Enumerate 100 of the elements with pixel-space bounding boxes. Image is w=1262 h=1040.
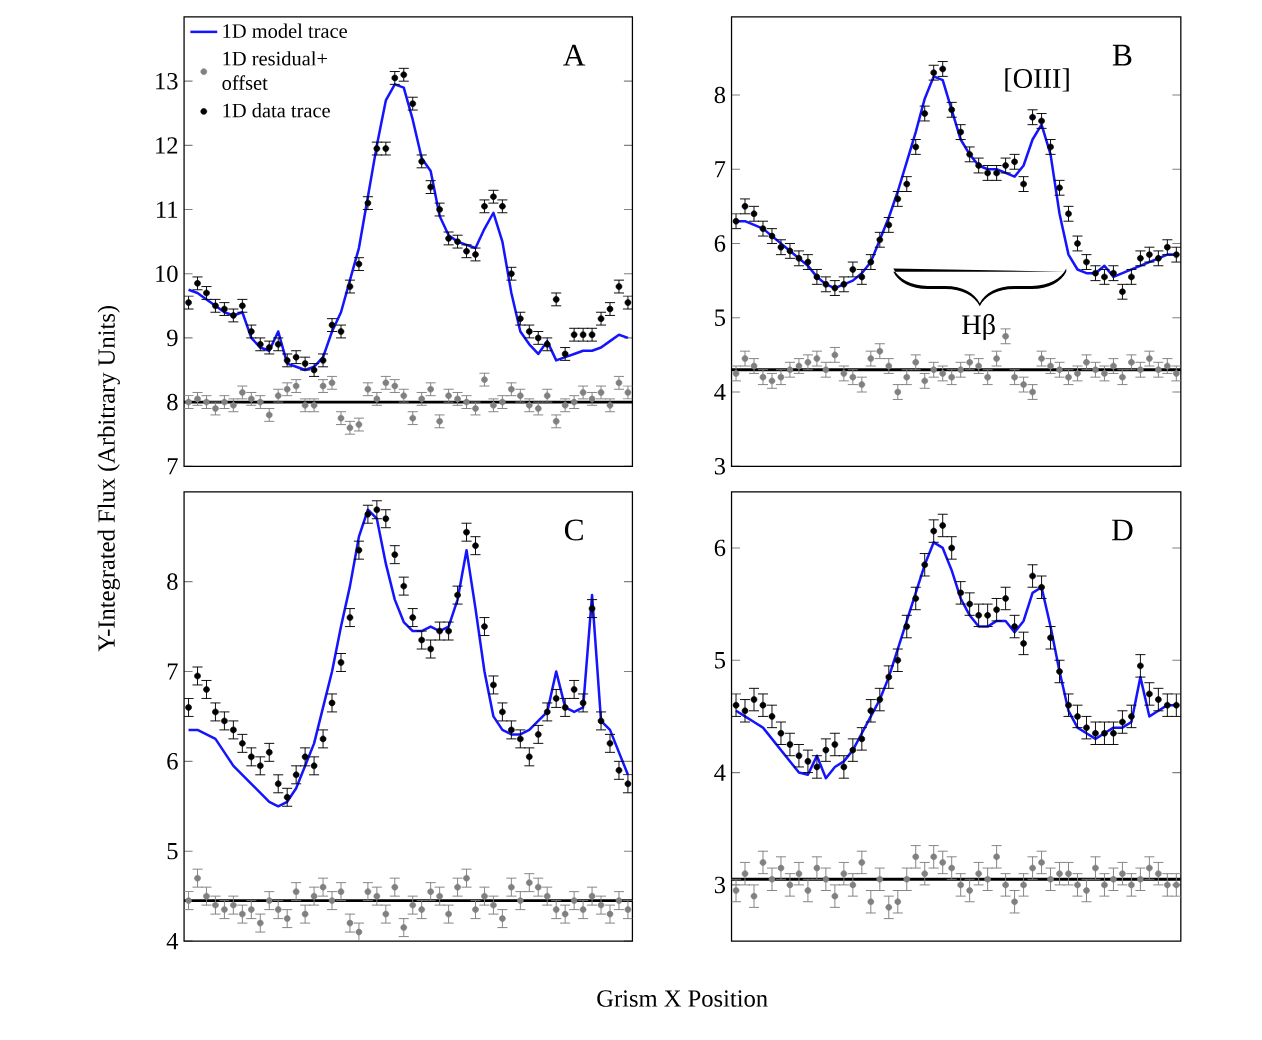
point bbox=[759, 701, 767, 709]
point bbox=[741, 355, 749, 362]
point bbox=[445, 910, 452, 918]
point bbox=[256, 919, 264, 927]
annotation: Hβ bbox=[962, 313, 995, 340]
point bbox=[418, 636, 425, 644]
point bbox=[732, 217, 740, 225]
point bbox=[1146, 355, 1153, 362]
point bbox=[248, 753, 255, 761]
point bbox=[525, 753, 533, 761]
point bbox=[543, 708, 551, 716]
y-tick-label: 12 bbox=[156, 137, 178, 154]
point bbox=[1011, 158, 1018, 166]
annotation: [OIII] bbox=[1005, 68, 1069, 92]
point bbox=[624, 389, 632, 396]
point bbox=[1074, 713, 1081, 720]
point bbox=[1119, 870, 1126, 877]
point bbox=[876, 347, 884, 355]
point bbox=[732, 701, 740, 709]
point bbox=[552, 695, 560, 702]
point bbox=[525, 328, 533, 335]
point bbox=[1029, 572, 1036, 580]
point bbox=[894, 898, 902, 905]
point bbox=[292, 771, 300, 779]
point bbox=[993, 606, 1000, 613]
point bbox=[490, 901, 497, 909]
point bbox=[1146, 864, 1153, 872]
point bbox=[831, 892, 839, 900]
point bbox=[849, 746, 857, 754]
point bbox=[1020, 180, 1027, 188]
point bbox=[804, 258, 812, 266]
point bbox=[588, 331, 596, 338]
point bbox=[948, 106, 955, 114]
point bbox=[346, 283, 354, 290]
point bbox=[472, 542, 479, 549]
point bbox=[795, 254, 803, 262]
point bbox=[894, 656, 902, 664]
point bbox=[517, 735, 524, 743]
point bbox=[579, 389, 587, 396]
point bbox=[615, 897, 623, 904]
point bbox=[831, 741, 839, 748]
point bbox=[409, 614, 417, 621]
point bbox=[1164, 701, 1171, 709]
point bbox=[993, 853, 1000, 861]
point bbox=[1155, 870, 1162, 877]
point bbox=[597, 389, 605, 396]
point bbox=[804, 757, 812, 765]
point bbox=[1038, 355, 1045, 362]
point bbox=[885, 221, 893, 229]
point bbox=[903, 875, 911, 883]
point bbox=[1173, 701, 1180, 709]
point bbox=[292, 888, 300, 895]
point bbox=[194, 672, 201, 680]
point bbox=[795, 870, 803, 877]
point bbox=[876, 236, 884, 243]
point bbox=[445, 235, 452, 242]
point bbox=[1173, 881, 1180, 889]
point bbox=[759, 225, 767, 232]
point bbox=[1128, 273, 1135, 281]
point bbox=[561, 704, 569, 711]
point bbox=[957, 881, 964, 889]
point bbox=[212, 901, 219, 909]
point bbox=[481, 623, 488, 630]
x-axis-title: Grism X Position bbox=[597, 990, 768, 1007]
point bbox=[1002, 881, 1009, 889]
point bbox=[346, 614, 354, 621]
point bbox=[1101, 273, 1108, 281]
point bbox=[939, 522, 947, 529]
point bbox=[463, 528, 470, 536]
point bbox=[1155, 366, 1162, 373]
point bbox=[588, 892, 596, 900]
point bbox=[1056, 668, 1063, 675]
point bbox=[948, 373, 955, 381]
point bbox=[867, 898, 875, 905]
point bbox=[265, 748, 273, 756]
point bbox=[912, 358, 920, 366]
point bbox=[1056, 870, 1063, 877]
point bbox=[534, 883, 542, 891]
point bbox=[984, 611, 991, 619]
point bbox=[867, 355, 875, 362]
point bbox=[1002, 332, 1009, 340]
annotation: D bbox=[1111, 519, 1133, 541]
point bbox=[885, 673, 893, 681]
point bbox=[454, 591, 461, 599]
point bbox=[768, 713, 776, 720]
point bbox=[319, 883, 327, 891]
y-tick-label: 5 bbox=[715, 652, 726, 669]
point bbox=[885, 903, 893, 911]
point bbox=[867, 258, 875, 266]
point bbox=[256, 762, 264, 770]
point bbox=[1155, 696, 1162, 703]
point bbox=[248, 328, 255, 335]
point bbox=[1092, 269, 1099, 277]
point bbox=[346, 919, 354, 927]
point bbox=[1065, 870, 1072, 877]
point bbox=[1146, 690, 1153, 698]
point bbox=[391, 551, 399, 558]
point bbox=[876, 696, 884, 703]
point bbox=[1155, 254, 1162, 262]
point bbox=[867, 707, 875, 715]
